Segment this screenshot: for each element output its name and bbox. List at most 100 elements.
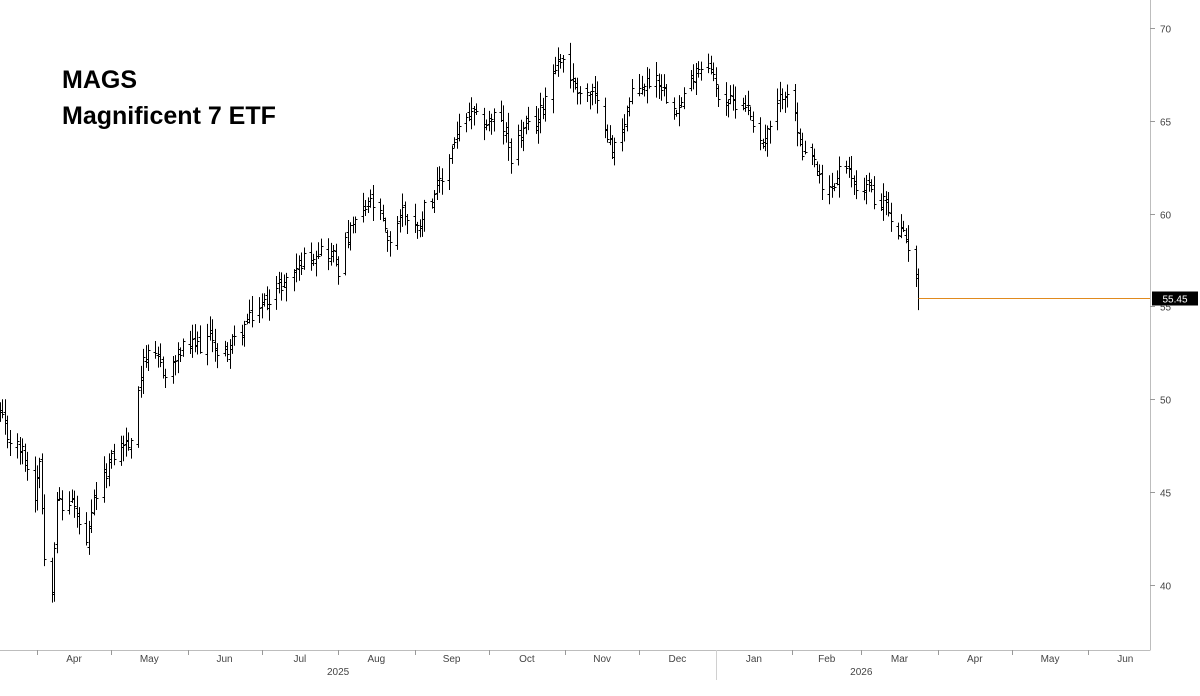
ohlc-bar bbox=[872, 176, 877, 210]
ohlc-bar bbox=[553, 56, 558, 75]
ohlc-bar bbox=[679, 97, 684, 108]
y-tick-label: 50 bbox=[1160, 396, 1172, 407]
ohlc-bar bbox=[57, 487, 62, 501]
ohlc-bar bbox=[733, 86, 738, 119]
ohlc-bar bbox=[343, 232, 348, 276]
ohlc-bar bbox=[334, 243, 339, 267]
ohlc-bar bbox=[126, 432, 131, 451]
ohlc-bar bbox=[0, 399, 5, 419]
ohlc-bar bbox=[699, 61, 704, 81]
chart-subtitle: Magnificent 7 ETF bbox=[62, 102, 276, 130]
y-tick-label: 60 bbox=[1160, 211, 1172, 222]
ohlc-bar bbox=[916, 268, 921, 311]
x-tick-label: Feb bbox=[818, 654, 836, 665]
ohlc-bar bbox=[395, 215, 400, 250]
ohlc-bar bbox=[136, 386, 141, 448]
ohlc-bar bbox=[716, 85, 721, 107]
ohlc-bar bbox=[247, 299, 252, 324]
ohlc-bar bbox=[585, 83, 590, 102]
ohlc-bar bbox=[225, 342, 230, 363]
ohlc-bar bbox=[435, 167, 440, 201]
ohlc-bar bbox=[260, 293, 265, 319]
ohlc-bar bbox=[8, 429, 13, 457]
ohlc-bar bbox=[228, 339, 233, 369]
ohlc-bar bbox=[748, 106, 753, 121]
ohlc-bar bbox=[504, 122, 509, 143]
ohlc-bar bbox=[637, 73, 642, 97]
ohlc-bar bbox=[501, 105, 506, 145]
ohlc-bar bbox=[642, 83, 647, 97]
ohlc-bar bbox=[640, 75, 645, 95]
x-tick-label: Oct bbox=[519, 654, 535, 665]
ohlc-bar bbox=[645, 67, 650, 104]
ohlc-bar bbox=[812, 148, 817, 168]
ohlc-bar bbox=[901, 220, 906, 233]
ohlc-bar bbox=[664, 83, 669, 104]
ohlc-bar bbox=[543, 87, 548, 122]
ohlc-bar bbox=[242, 320, 247, 347]
x-tick-label: May bbox=[1041, 654, 1060, 665]
ohlc-bar bbox=[899, 214, 904, 239]
ohlc-bar bbox=[265, 286, 270, 311]
ohlc-bar bbox=[37, 457, 42, 489]
ohlc-bar bbox=[889, 202, 894, 232]
ohlc-bar bbox=[232, 325, 237, 346]
ohlc-bar bbox=[751, 111, 756, 133]
ohlc-bar bbox=[240, 324, 245, 346]
ohlc-bar bbox=[400, 193, 405, 227]
ohlc-bar bbox=[830, 172, 835, 198]
ohlc-bar bbox=[852, 175, 857, 196]
ohlc-bar bbox=[415, 221, 420, 239]
ohlc-bar bbox=[763, 124, 768, 152]
ohlc-bar bbox=[608, 125, 613, 146]
x-tick-label: Aug bbox=[367, 654, 385, 665]
ohlc-bar bbox=[795, 102, 800, 147]
price-bars bbox=[0, 42, 921, 603]
ohlc-bar bbox=[193, 324, 198, 353]
ohlc-bar bbox=[469, 97, 474, 130]
ohlc-bar bbox=[383, 217, 388, 232]
ohlc-bar bbox=[506, 112, 511, 161]
ohlc-bar bbox=[153, 341, 158, 359]
ohlc-bar bbox=[854, 170, 859, 200]
ohlc-bar bbox=[329, 242, 334, 266]
ohlc-bar bbox=[267, 289, 272, 321]
ohlc-bar bbox=[541, 97, 546, 120]
ohlc-bar bbox=[3, 399, 8, 435]
ohlc-bar bbox=[691, 64, 696, 90]
chart-title: MAGS bbox=[62, 66, 137, 94]
ohlc-bar bbox=[119, 435, 124, 466]
ohlc-bar bbox=[728, 85, 733, 105]
ohlc-bar bbox=[381, 204, 386, 222]
ohlc-bar bbox=[879, 193, 884, 211]
ohlc-bar bbox=[432, 190, 437, 214]
ohlc-bar bbox=[284, 272, 289, 302]
ohlc-bar bbox=[208, 316, 213, 341]
x-tick-label: Jul bbox=[293, 654, 306, 665]
ohlc-bar bbox=[178, 347, 183, 362]
ohlc-bar bbox=[906, 225, 911, 262]
ohlc-bar bbox=[205, 323, 210, 366]
ohlc-bar bbox=[363, 200, 368, 217]
ohlc-bar bbox=[521, 121, 526, 152]
ohlc-bar bbox=[262, 293, 267, 307]
ohlc-bar bbox=[102, 456, 107, 503]
ohlc-bar bbox=[743, 95, 748, 112]
ohlc-bar bbox=[75, 495, 80, 528]
ohlc-bar bbox=[884, 191, 889, 216]
ohlc-bar bbox=[862, 177, 867, 201]
ohlc-bar bbox=[163, 368, 168, 389]
ohlc-bar bbox=[571, 63, 576, 93]
ohlc-bar bbox=[578, 86, 583, 105]
ohlc-bar bbox=[378, 198, 383, 220]
ohlc-bar bbox=[42, 494, 47, 567]
ohlc-bar bbox=[556, 47, 561, 77]
ohlc-bar bbox=[316, 242, 321, 259]
ohlc-bar bbox=[568, 42, 573, 89]
ohlc-bar bbox=[526, 106, 531, 131]
ohlc-bar bbox=[630, 79, 635, 105]
ohlc-bar bbox=[311, 253, 316, 266]
ohlc-bar bbox=[314, 250, 319, 277]
last-price-badge bbox=[1152, 291, 1198, 306]
ohlc-bar bbox=[800, 132, 805, 161]
